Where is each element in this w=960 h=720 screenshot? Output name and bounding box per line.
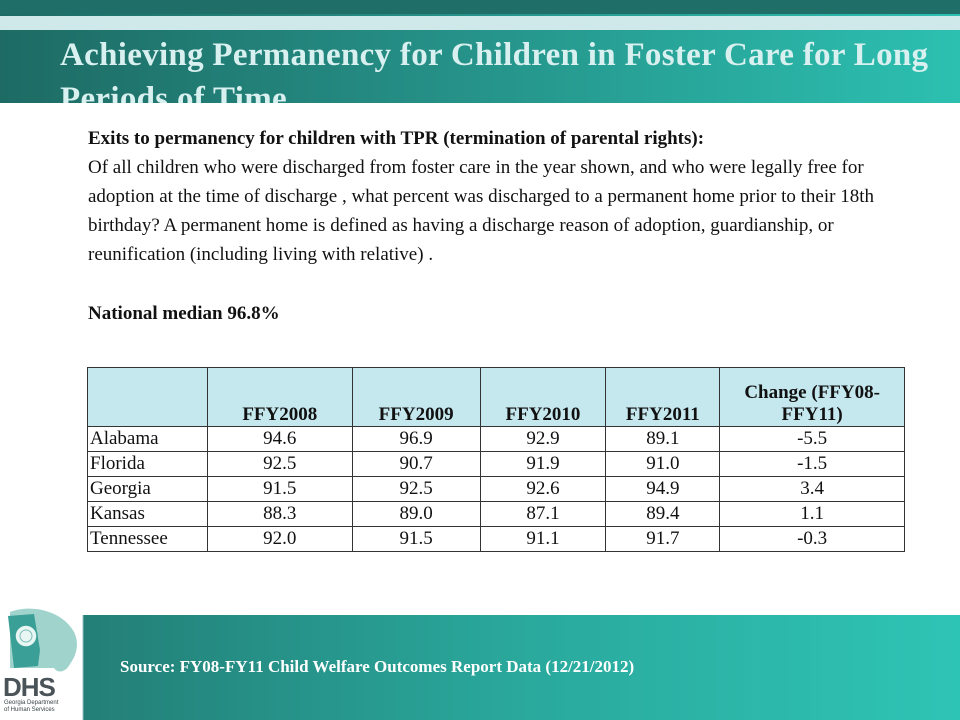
value-cell: 92.5 — [351, 476, 481, 502]
description-block: Exits to permanency for children with TP… — [88, 124, 893, 328]
value-cell: 89.1 — [605, 426, 721, 452]
footer-banner: Source: FY08-FY11 Child Welfare Outcomes… — [0, 615, 960, 720]
change-cell: -0.3 — [719, 526, 905, 552]
table-row: Alabama 94.6 96.9 92.9 89.1 -5.5 — [87, 426, 905, 452]
table-row: Tennessee 92.0 91.5 91.1 91.7 -0.3 — [87, 526, 905, 552]
column-header: FFY2008 — [206, 367, 353, 427]
state-cell: Kansas — [87, 501, 208, 527]
column-header: Change (FFY08-FFY11) — [719, 367, 905, 427]
permanency-table: FFY2008 FFY2009 FFY2010 FFY2011 Change (… — [87, 367, 905, 552]
state-cell: Alabama — [87, 426, 208, 452]
slide-title: Achieving Permanency for Children in Fos… — [60, 37, 929, 103]
title-banner: Achieving Permanency for Children in Fos… — [0, 0, 960, 103]
value-cell: 87.1 — [479, 501, 607, 527]
value-cell: 88.3 — [206, 501, 353, 527]
value-cell: 94.6 — [206, 426, 353, 452]
description-heading: Exits to permanency for children with TP… — [88, 128, 705, 149]
description-body: Of all children who were discharged from… — [88, 157, 874, 265]
source-note: Source: FY08-FY11 Child Welfare Outcomes… — [120, 657, 635, 676]
value-cell: 92.9 — [479, 426, 607, 452]
seal-inner-ring-icon — [19, 629, 33, 643]
national-median: National median 96.8% — [88, 303, 280, 324]
change-cell: 1.1 — [719, 501, 905, 527]
dhs-logo-graphic — [8, 608, 77, 672]
table-header-row: FFY2008 FFY2009 FFY2010 FFY2011 Change (… — [87, 367, 905, 427]
banner-stripe-light — [0, 16, 960, 30]
dhs-logo-wordmark: DHS — [3, 672, 56, 702]
state-seal-icon — [14, 624, 38, 648]
dhs-logo-subtitle: Georgia Department of Human Services — [4, 700, 58, 714]
state-cell: Florida — [87, 451, 208, 477]
value-cell: 92.0 — [206, 526, 353, 552]
table-row: Kansas 88.3 89.0 87.1 89.4 1.1 — [87, 501, 905, 527]
table-row: Florida 92.5 90.7 91.9 91.0 -1.5 — [87, 451, 905, 477]
value-cell: 91.9 — [479, 451, 607, 477]
value-cell: 96.9 — [351, 426, 481, 452]
table-row: Georgia 91.5 92.5 92.6 94.9 3.4 — [87, 476, 905, 502]
change-cell: -1.5 — [719, 451, 905, 477]
value-cell: 91.7 — [605, 526, 721, 552]
value-cell: 94.9 — [605, 476, 721, 502]
change-cell: -5.5 — [719, 426, 905, 452]
value-cell: 92.6 — [479, 476, 607, 502]
state-cell: Georgia — [87, 476, 208, 502]
change-cell: 3.4 — [719, 476, 905, 502]
logo-subtitle-line: of Human Services — [4, 707, 55, 713]
column-header: FFY2011 — [605, 367, 721, 427]
value-cell: 91.5 — [206, 476, 353, 502]
banner-stripe-dark — [0, 0, 960, 14]
state-cell: Tennessee — [87, 526, 208, 552]
column-header: FFY2009 — [351, 367, 481, 427]
value-cell: 90.7 — [351, 451, 481, 477]
value-cell: 89.4 — [605, 501, 721, 527]
column-header: FFY2010 — [479, 367, 607, 427]
column-header — [87, 367, 208, 427]
logo-subtitle-line: Georgia Department — [4, 700, 59, 706]
value-cell: 91.0 — [605, 451, 721, 477]
value-cell: 89.0 — [351, 501, 481, 527]
value-cell: 92.5 — [206, 451, 353, 477]
value-cell: 91.1 — [479, 526, 607, 552]
value-cell: 91.5 — [351, 526, 481, 552]
